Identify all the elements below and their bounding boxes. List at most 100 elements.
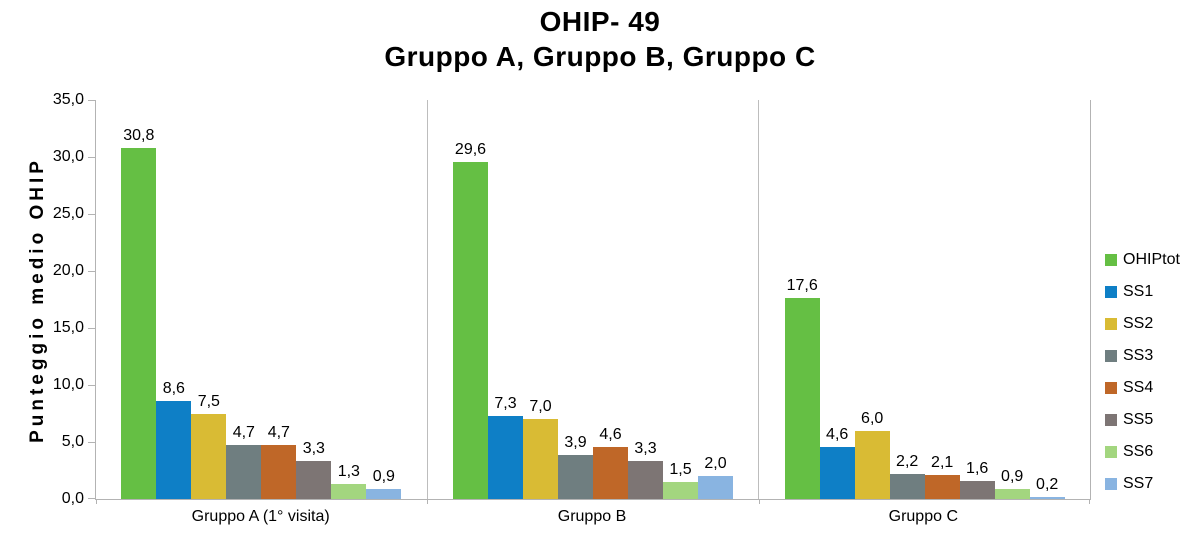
bar-SS5-2: 3,3 bbox=[628, 100, 663, 499]
category-panel: 17,6 4,6 6,0 2,2 2,1 1,6 0,9 0,2 bbox=[759, 100, 1090, 499]
legend-label: SS6 bbox=[1123, 443, 1154, 460]
bar-SS1-1: 8,6 bbox=[156, 100, 192, 499]
SS3-bar bbox=[558, 454, 593, 499]
y-tick-mark bbox=[88, 271, 96, 272]
SS4-bar bbox=[261, 445, 297, 499]
SS1-bar bbox=[819, 446, 855, 499]
x-category-label: Gruppo B bbox=[557, 508, 627, 525]
bar-SS1-3: 4,6 bbox=[819, 100, 855, 499]
bar-value-label: 3,3 bbox=[634, 440, 657, 458]
bar-value-label: 29,6 bbox=[454, 140, 487, 158]
bar-value-label: 6,0 bbox=[861, 409, 884, 427]
bar-SS4-3: 2,1 bbox=[924, 100, 960, 499]
legend-entry-SS4: SS4 bbox=[1105, 378, 1180, 397]
legend-entry-SS6: SS6 bbox=[1105, 442, 1180, 461]
bar-value-label: 7,3 bbox=[494, 394, 517, 412]
x-category-label: Gruppo C bbox=[888, 508, 958, 525]
legend-entry-SS2: SS2 bbox=[1105, 314, 1180, 333]
legend-label: SS2 bbox=[1123, 315, 1154, 332]
y-tick-mark bbox=[88, 442, 96, 443]
SS2-bar bbox=[523, 419, 558, 499]
chart-title: OHIP- 49 bbox=[539, 6, 661, 37]
bar-SS7-2: 2,0 bbox=[698, 100, 733, 499]
bar-value-label: 3,3 bbox=[302, 440, 325, 458]
bar-OHIPtot-2: 29,6 bbox=[453, 100, 488, 499]
y-tick-mark bbox=[88, 327, 96, 329]
x-tick-mark bbox=[758, 499, 760, 504]
bar-value-label: 2,2 bbox=[896, 452, 919, 470]
legend-label: OHIPtot bbox=[1123, 251, 1180, 268]
category-panel: 30,8 8,6 7,5 4,7 4,7 3,3 1,3 0,9 bbox=[96, 100, 428, 499]
bar-SS4-1: 4,7 bbox=[261, 100, 297, 499]
SS4-bar bbox=[593, 446, 628, 499]
y-tick-label: 35,0 bbox=[52, 91, 84, 108]
bar-SS2-1: 7,5 bbox=[191, 100, 227, 499]
SS1-bar bbox=[488, 415, 523, 499]
y-tick-mark bbox=[88, 156, 96, 158]
legend: OHIPtot SS1 SS2 SS3 SS4 SS5 SS6 SS7 bbox=[1105, 250, 1180, 493]
legend-swatch-icon bbox=[1105, 381, 1117, 394]
y-tick-mark bbox=[88, 385, 96, 386]
legend-swatch-icon bbox=[1105, 477, 1117, 490]
bar-value-label: 4,7 bbox=[232, 424, 255, 442]
bar-value-label: 2,0 bbox=[704, 455, 727, 473]
x-tick-mark bbox=[96, 499, 97, 504]
y-tick-label: 20,0 bbox=[52, 262, 84, 279]
SS7-bar bbox=[366, 488, 402, 499]
y-tick-mark bbox=[88, 498, 96, 499]
OHIPtot-bar bbox=[121, 147, 157, 499]
bar-SS6-1: 1,3 bbox=[331, 100, 367, 499]
SS5-bar bbox=[296, 461, 332, 499]
SS7-bar bbox=[1029, 496, 1065, 499]
plot-area: 30,8 8,6 7,5 4,7 4,7 3,3 1,3 0,9 29,6 7,3 7,0 3,9 4,… bbox=[88, 100, 1091, 504]
legend-label: SS5 bbox=[1123, 411, 1154, 428]
SS7-bar bbox=[698, 476, 733, 499]
legend-label: SS7 bbox=[1123, 475, 1154, 492]
SS6-bar bbox=[994, 488, 1030, 499]
legend-entry-SS1: SS1 bbox=[1105, 282, 1180, 301]
legend-swatch-icon bbox=[1105, 349, 1117, 362]
bar-SS3-3: 2,2 bbox=[889, 100, 925, 499]
bar-value-label: 7,0 bbox=[529, 398, 552, 416]
bar-value-label: 1,5 bbox=[669, 460, 692, 478]
bar-value-label: 8,6 bbox=[162, 379, 185, 397]
bar-SS6-2: 1,5 bbox=[663, 100, 698, 499]
legend-entry-SS7: SS7 bbox=[1105, 474, 1180, 493]
bar-SS2-3: 6,0 bbox=[854, 100, 890, 499]
legend-swatch-icon bbox=[1105, 445, 1117, 458]
OHIPtot-bar bbox=[784, 298, 820, 499]
bar-value-label: 1,6 bbox=[966, 459, 989, 477]
bar-SS5-1: 3,3 bbox=[296, 100, 332, 499]
legend-entry-OHIPtot: OHIPtot bbox=[1105, 250, 1180, 269]
category-panel: 29,6 7,3 7,0 3,9 4,6 3,3 1,5 2,0 bbox=[428, 100, 760, 499]
y-tick-mark bbox=[88, 100, 96, 101]
bar-value-label: 1,3 bbox=[337, 463, 360, 481]
bar-SS6-3: 0,9 bbox=[994, 100, 1030, 499]
bar-value-label: 17,6 bbox=[786, 277, 818, 295]
x-tick-mark bbox=[1089, 499, 1090, 504]
legend-swatch-icon bbox=[1105, 317, 1117, 330]
bar-SS5-3: 1,6 bbox=[959, 100, 995, 499]
y-tick-mark bbox=[88, 213, 96, 215]
legend-entry-SS5: SS5 bbox=[1105, 410, 1180, 429]
x-category-label: Gruppo A (1° visita) bbox=[191, 508, 330, 525]
y-tick-label: 5,0 bbox=[61, 433, 84, 450]
bar-SS1-2: 7,3 bbox=[488, 100, 523, 499]
SS5-bar bbox=[959, 480, 995, 499]
bar-SS4-2: 4,6 bbox=[593, 100, 628, 499]
chart-subtitle: Gruppo A, Gruppo B, Gruppo C bbox=[384, 41, 816, 72]
OHIPtot-bar bbox=[453, 161, 488, 499]
legend-label: SS4 bbox=[1123, 379, 1154, 396]
bar-SS3-1: 4,7 bbox=[226, 100, 262, 499]
SS6-bar bbox=[663, 481, 698, 499]
legend-swatch-icon bbox=[1105, 413, 1117, 426]
bar-value-label: 0,9 bbox=[372, 467, 395, 485]
SS3-bar bbox=[889, 473, 925, 499]
SS2-bar bbox=[854, 430, 890, 499]
y-tick-label: 15,0 bbox=[52, 319, 84, 336]
bar-SS2-2: 7,0 bbox=[523, 100, 558, 499]
bar-SS7-3: 0,2 bbox=[1029, 100, 1065, 499]
bar-SS3-2: 3,9 bbox=[558, 100, 593, 499]
legend-entry-SS3: SS3 bbox=[1105, 346, 1180, 365]
